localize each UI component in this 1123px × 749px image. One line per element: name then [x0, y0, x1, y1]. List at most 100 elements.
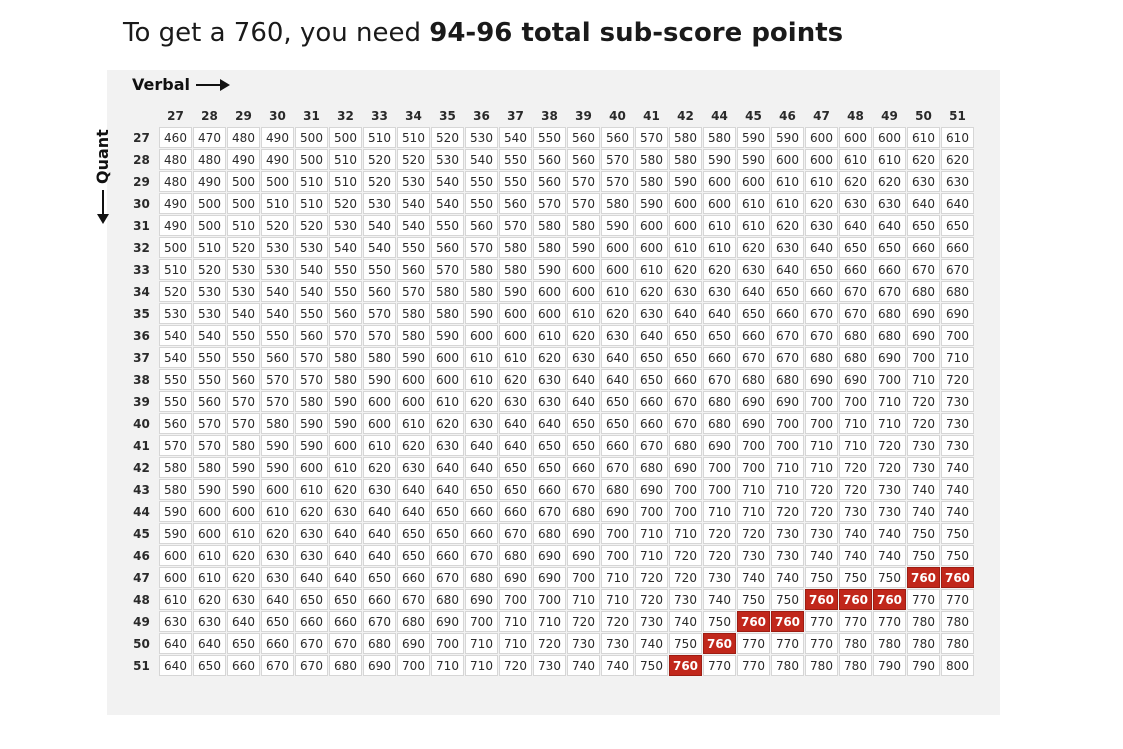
score-cell: 540: [193, 325, 226, 346]
score-cell: 570: [601, 149, 634, 170]
score-cell: 640: [363, 545, 396, 566]
score-cell: 650: [533, 457, 566, 478]
score-cell: 650: [329, 589, 362, 610]
score-cell: 600: [159, 567, 192, 588]
score-cell: 660: [635, 391, 668, 412]
score-cell: 570: [227, 391, 260, 412]
score-cell: 670: [703, 369, 736, 390]
score-cell: 670: [261, 655, 294, 676]
score-cell: 490: [193, 171, 226, 192]
verbal-header-47: 47: [813, 108, 830, 123]
score-cell: 770: [737, 633, 770, 654]
score-cell-highlighted: 760: [907, 567, 940, 588]
score-cell: 480: [159, 171, 192, 192]
score-cell: 600: [533, 281, 566, 302]
score-cell: 720: [839, 479, 872, 500]
score-cell: 660: [363, 589, 396, 610]
score-cell-highlighted: 760: [703, 633, 736, 654]
table-row: 36 540 540 550 550 560 570 570 580 590 600 600 610 62…: [125, 325, 974, 346]
quant-header-46: 46: [133, 548, 150, 563]
score-cell: 480: [193, 149, 226, 170]
score-cell: 640: [499, 435, 532, 456]
score-cell: 630: [771, 237, 804, 258]
score-cell: 730: [907, 457, 940, 478]
score-cell: 590: [465, 303, 498, 324]
score-cell: 680: [499, 545, 532, 566]
score-cell: 480: [227, 127, 260, 148]
score-cell-highlighted: 760: [669, 655, 702, 676]
score-cell: 580: [363, 347, 396, 368]
table-row: 37 540 550 550 560 570 580 580 590 600 610 610 620 63…: [125, 347, 974, 368]
score-cell: 540: [363, 237, 396, 258]
score-cell: 550: [431, 215, 464, 236]
score-cell-highlighted: 760: [737, 611, 770, 632]
score-cell: 620: [227, 567, 260, 588]
score-cell: 610: [193, 567, 226, 588]
score-cell: 770: [703, 655, 736, 676]
score-cell: 690: [635, 479, 668, 500]
score-cell: 710: [635, 545, 668, 566]
score-cell: 660: [941, 237, 974, 258]
score-cell: 610: [771, 193, 804, 214]
score-cell: 670: [839, 303, 872, 324]
score-cell: 740: [805, 545, 838, 566]
score-cell: 470: [193, 127, 226, 148]
score-cell: 750: [635, 655, 668, 676]
score-cell: 610: [737, 215, 770, 236]
score-cell: 700: [669, 501, 702, 522]
score-cell: 590: [363, 369, 396, 390]
quant-header-47: 47: [133, 570, 150, 585]
score-cell: 680: [839, 325, 872, 346]
score-cell: 600: [737, 171, 770, 192]
score-cell: 670: [363, 611, 396, 632]
score-cell: 730: [873, 501, 906, 522]
score-cell: 620: [329, 479, 362, 500]
score-cell: 630: [329, 501, 362, 522]
score-cell: 730: [601, 633, 634, 654]
score-cell: 570: [635, 127, 668, 148]
score-cell: 490: [261, 149, 294, 170]
score-cell: 590: [329, 413, 362, 434]
quant-header-49: 49: [133, 614, 150, 629]
score-cell: 690: [567, 545, 600, 566]
score-cell: 570: [499, 215, 532, 236]
score-cell: 690: [465, 589, 498, 610]
score-cell: 630: [295, 545, 328, 566]
score-cell: 730: [839, 501, 872, 522]
score-cell: 590: [431, 325, 464, 346]
score-cell: 630: [567, 347, 600, 368]
score-cell: 700: [907, 347, 940, 368]
table-row: 48 610 620 630 640 650 650 660 670 680 690 700 700 71…: [125, 589, 974, 610]
score-cell: 580: [295, 391, 328, 412]
score-cell: 740: [567, 655, 600, 676]
score-cell: 740: [941, 479, 974, 500]
score-cell: 710: [499, 611, 532, 632]
score-cell: 610: [601, 281, 634, 302]
score-cell: 660: [329, 611, 362, 632]
score-cell: 500: [295, 149, 328, 170]
score-cell: 700: [941, 325, 974, 346]
score-cell: 600: [567, 281, 600, 302]
score-cell: 640: [329, 567, 362, 588]
score-cell: 620: [839, 171, 872, 192]
score-cell: 600: [601, 259, 634, 280]
score-cell: 620: [635, 281, 668, 302]
score-cell: 610: [839, 149, 872, 170]
score-cell: 710: [839, 435, 872, 456]
score-cell: 740: [873, 523, 906, 544]
score-cell: 550: [397, 237, 430, 258]
score-cell: 700: [465, 611, 498, 632]
verbal-axis-text: Verbal: [132, 75, 190, 94]
score-cell: 740: [839, 545, 872, 566]
score-cell: 710: [499, 633, 532, 654]
score-cell: 530: [261, 259, 294, 280]
score-cell: 500: [159, 237, 192, 258]
score-cell: 720: [873, 435, 906, 456]
score-cell: 750: [907, 545, 940, 566]
quant-header-41: 41: [133, 438, 150, 453]
score-cell: 770: [941, 589, 974, 610]
score-cell: 690: [941, 303, 974, 324]
score-cell: 710: [771, 479, 804, 500]
score-cell: 590: [669, 171, 702, 192]
score-cell: 690: [669, 457, 702, 478]
